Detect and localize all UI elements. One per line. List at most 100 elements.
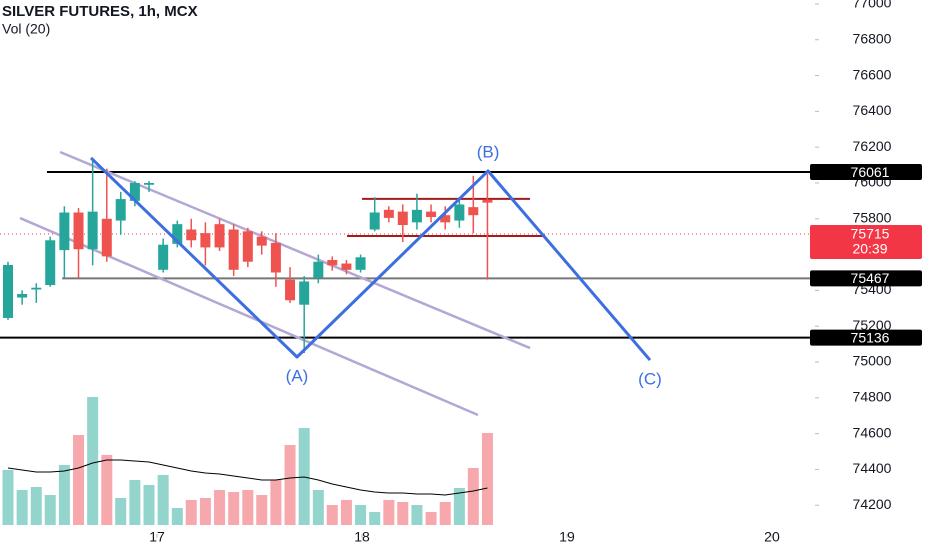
- y-tick-label: 76800: [853, 30, 892, 46]
- candle-body: [2, 264, 13, 318]
- volume-bar: [270, 480, 282, 525]
- candle-body: [172, 224, 183, 244]
- y-tick-label: 75000: [853, 353, 892, 369]
- volume-bar: [326, 505, 338, 525]
- candle-body: [101, 218, 112, 257]
- x-tick-label: 19: [559, 529, 575, 545]
- level-label-box: [810, 329, 922, 346]
- y-tick-label: 75200: [853, 317, 892, 333]
- candle-body: [341, 263, 352, 270]
- volume-bar: [397, 502, 409, 525]
- candle-body: [327, 259, 338, 266]
- candle-body: [270, 242, 281, 273]
- volume-bar: [2, 470, 14, 525]
- level-label: 76061: [851, 164, 890, 180]
- candle-body: [144, 182, 155, 185]
- y-tick-label: 76200: [853, 138, 892, 154]
- candle-body: [17, 293, 28, 298]
- candle-body: [31, 287, 42, 290]
- volume-bar: [228, 492, 240, 525]
- volume-bar: [143, 485, 155, 525]
- volume-bar: [340, 500, 352, 525]
- volume-bar: [157, 475, 169, 525]
- y-tick-label: 77000: [853, 0, 892, 11]
- candle-body: [200, 233, 211, 248]
- y-tick-label: 75800: [853, 209, 892, 225]
- candle-body: [285, 279, 296, 301]
- volume-bar: [199, 498, 211, 525]
- candle-body: [313, 261, 324, 278]
- x-tick-label: 20: [764, 529, 780, 545]
- volume-bar: [411, 505, 423, 525]
- volume-bar: [129, 480, 141, 525]
- volume-bar: [439, 502, 451, 525]
- volume-bar: [30, 487, 42, 525]
- y-tick-label: 76400: [853, 102, 892, 118]
- volume-bar: [242, 490, 254, 525]
- volume-bar: [425, 512, 437, 525]
- wave-label: (B): [477, 142, 500, 161]
- volume-bar: [58, 465, 70, 525]
- wave-label: (C): [638, 370, 662, 389]
- y-tick-label: 74600: [853, 424, 892, 440]
- candle-body: [355, 257, 366, 270]
- y-tick-label: 74200: [853, 496, 892, 512]
- channel-line: [19, 216, 479, 417]
- candle-body: [158, 244, 169, 270]
- volume-label: Vol (20): [2, 21, 50, 37]
- chart-title: SILVER FUTURES, 1h, MCX: [2, 3, 198, 20]
- level-label: 75467: [851, 270, 890, 286]
- candle-body: [369, 212, 380, 230]
- y-tick-label: 74400: [853, 460, 892, 476]
- candle-body: [186, 229, 197, 241]
- candle-body: [59, 212, 70, 251]
- wave-line: [89, 156, 652, 362]
- candle-body: [426, 211, 437, 217]
- volume-bar: [171, 508, 183, 525]
- candle-body: [468, 207, 479, 216]
- volume-bar: [185, 500, 197, 525]
- y-tick-label: 76600: [853, 66, 892, 82]
- volume-bar: [369, 512, 381, 525]
- volume-bar: [87, 397, 99, 525]
- candle-body: [256, 236, 267, 246]
- volume-ma: [7, 459, 488, 496]
- volume-bar: [44, 495, 56, 525]
- candle-body: [482, 199, 493, 203]
- candle-body: [129, 182, 140, 201]
- candle-body: [45, 240, 56, 286]
- volume-bar: [256, 495, 268, 525]
- candle-body: [299, 281, 310, 305]
- candle-body: [214, 224, 225, 248]
- volume-bar: [115, 498, 127, 525]
- volume-bar: [355, 505, 367, 525]
- candle-body: [73, 212, 84, 250]
- volume-bar: [284, 445, 296, 525]
- candle-body: [411, 209, 422, 223]
- volume-bar: [73, 435, 85, 525]
- wave-label: (A): [286, 366, 309, 385]
- candle-body: [87, 211, 98, 250]
- current-price-label: 75715: [851, 226, 890, 242]
- level-label-box: [810, 164, 922, 181]
- level-label-box: [810, 270, 922, 287]
- countdown-label: 20:39: [852, 241, 887, 257]
- x-tick-label: 17: [149, 529, 165, 545]
- candle-body: [242, 231, 253, 262]
- volume-bar: [16, 490, 28, 525]
- volume-bar: [453, 488, 465, 525]
- volume-bar: [214, 490, 226, 525]
- volume-bar: [383, 500, 395, 525]
- x-tick-label: 18: [354, 529, 370, 545]
- candle-body: [440, 215, 451, 223]
- candle-body: [383, 209, 394, 218]
- volume-bar: [312, 490, 324, 525]
- candle-body: [228, 229, 239, 270]
- volume-bar: [481, 433, 493, 525]
- candle-body: [115, 199, 126, 221]
- volume-bar: [101, 455, 113, 525]
- current-price-box: [810, 225, 922, 260]
- volume-bar: [467, 468, 479, 525]
